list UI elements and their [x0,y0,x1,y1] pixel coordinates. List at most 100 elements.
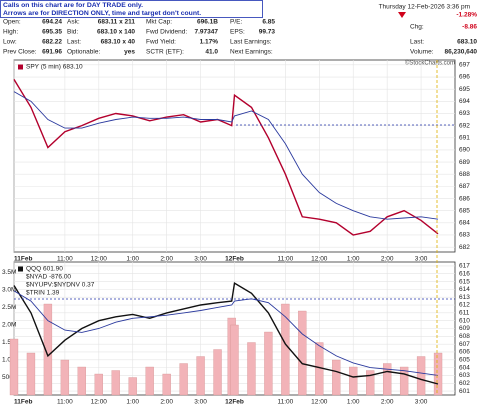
quote-label: Fwd Yield: [146,39,176,46]
quote-label: Open: [3,19,21,26]
moving-average [13,91,439,220]
y-tick-label: 683 [459,232,470,239]
x-tick-label: 1:00 [347,399,360,406]
x-tick-label: 12:00 [311,399,328,406]
y-tick-label: 696 [459,74,470,81]
quote-value: 41.0 [205,49,218,56]
volume-bar [230,324,239,396]
y-tick-label: 3.5M [2,269,16,276]
volume-bar [196,356,205,396]
volume-bar [366,370,375,396]
y-tick-label: 697 [459,62,470,69]
x-tick-label: 11:00 [277,256,293,263]
legend-label: SPY (5 min) 683.10 [26,64,83,71]
y-tick-label: 691 [459,134,470,141]
y-tick-label: 692 [459,122,470,129]
quote-value: 6.85 [262,19,275,26]
quote-value: 683.10 x 140 [97,29,135,36]
y-tick-label: 2.5M [2,304,16,311]
y2-tick-label: 613 [459,294,470,301]
price-line [13,79,439,236]
quote-value: yes [124,49,135,56]
indicator-label: $NYUPV:$NYDNV 0.37 [26,282,95,289]
quote-label: Prev Close: [3,49,37,56]
legend-swatch [18,266,23,272]
y2-tick-label: 601 [459,388,470,395]
quote-value: 683.11 x 211 [98,19,136,26]
quote-value: 695.35 [42,29,62,36]
quote-value: 696.1B [197,19,218,26]
y-tick-label: 2.0M [2,322,16,329]
volume-bar [111,370,120,396]
quote-label: Last: [67,39,81,46]
quote-value: 7.97347 [195,29,219,36]
y2-tick-label: 617 [459,263,470,270]
volume-bar [162,373,171,396]
quote-label: Last Earnings: [230,39,272,46]
indicator-label: $NYAD -876.00 [26,274,71,281]
y2-tick-label: 616 [459,270,470,277]
indicator-label: $TRIN 1.39 [26,290,60,297]
x-tick-label: 3:00 [194,256,207,263]
y-tick-label: 682 [459,244,470,251]
volume-bar [9,338,19,396]
volume-bar [145,366,154,396]
y-tick-label: 687 [459,183,470,190]
volume-bar [298,310,307,396]
x-tick-label: 12Feb [225,256,244,263]
quote-label: Fwd Dividend: [146,29,187,36]
x-tick-label: 1:00 [347,256,360,263]
quote-value: 691.96 [42,49,62,56]
y-tick-label: 689 [459,159,470,166]
x-tick-label: 2:00 [381,256,394,263]
volume-bar [128,377,137,396]
y2-tick-label: 614 [459,286,470,293]
x-tick-label: 12:00 [91,256,108,263]
legend-swatch [18,64,23,70]
x-tick-label: 11:00 [57,399,73,406]
x-tick-label: 11:00 [57,256,73,263]
y2-tick-label: 615 [459,278,470,285]
volume-bar [60,359,70,396]
credit: ©StockCharts.com [405,60,455,67]
quote-label: Mkt Cap: [146,19,172,26]
y2-tick-label: 603 [459,372,470,379]
y2-tick-label: 605 [459,357,470,364]
x-tick-label: 3:00 [415,256,428,263]
volume-bar [416,356,426,396]
y2-tick-label: 611 [459,310,470,317]
x-tick-label: 11:00 [277,399,293,406]
quote-value: -8.86 [462,24,477,31]
volume-bar [26,352,36,396]
quote-value: 86,230,640 [444,49,477,56]
y2-tick-label: 607 [459,341,470,348]
volume-bar [281,303,290,396]
y-tick-label: 695 [459,86,470,93]
quote-label: SCTR (ETF): [146,49,184,56]
quote-label: Bid: [67,29,78,36]
volume-bar [179,363,188,396]
quote-value: 683.10 x 40 [101,39,136,46]
x-tick-label: 12:00 [91,399,108,406]
y2-tick-label: 609 [459,325,470,332]
y-tick-label: 688 [459,171,470,178]
x-tick-label: 11Feb [14,256,32,263]
chart-1: 11Feb 11:00 12:00 1:00 2:00 3:00 12Feb 11:00 12:… [2,262,470,406]
x-tick-label: 12:00 [311,256,328,263]
x-tick-label: 2:00 [160,399,173,406]
quote-label: EPS: [230,29,245,36]
x-tick-label: 12Feb [225,399,244,406]
quote-label: Last: [410,39,424,46]
quote-label: Next Earnings: [230,49,273,56]
x-tick-label: 11Feb [14,399,32,406]
volume-bar [247,342,256,396]
date: Thursday 12-Feb-2026 3:36 pm [379,4,470,11]
volume-bar [433,352,443,396]
volume-bar [349,366,358,396]
quote-label: Optionable: [67,49,100,56]
notice-line: Arrows are for DIRECTION ONLY, time and … [3,10,201,17]
quote-label: P/E: [230,19,242,26]
quote-label: Low: [3,39,17,46]
down-arrow [398,12,406,18]
